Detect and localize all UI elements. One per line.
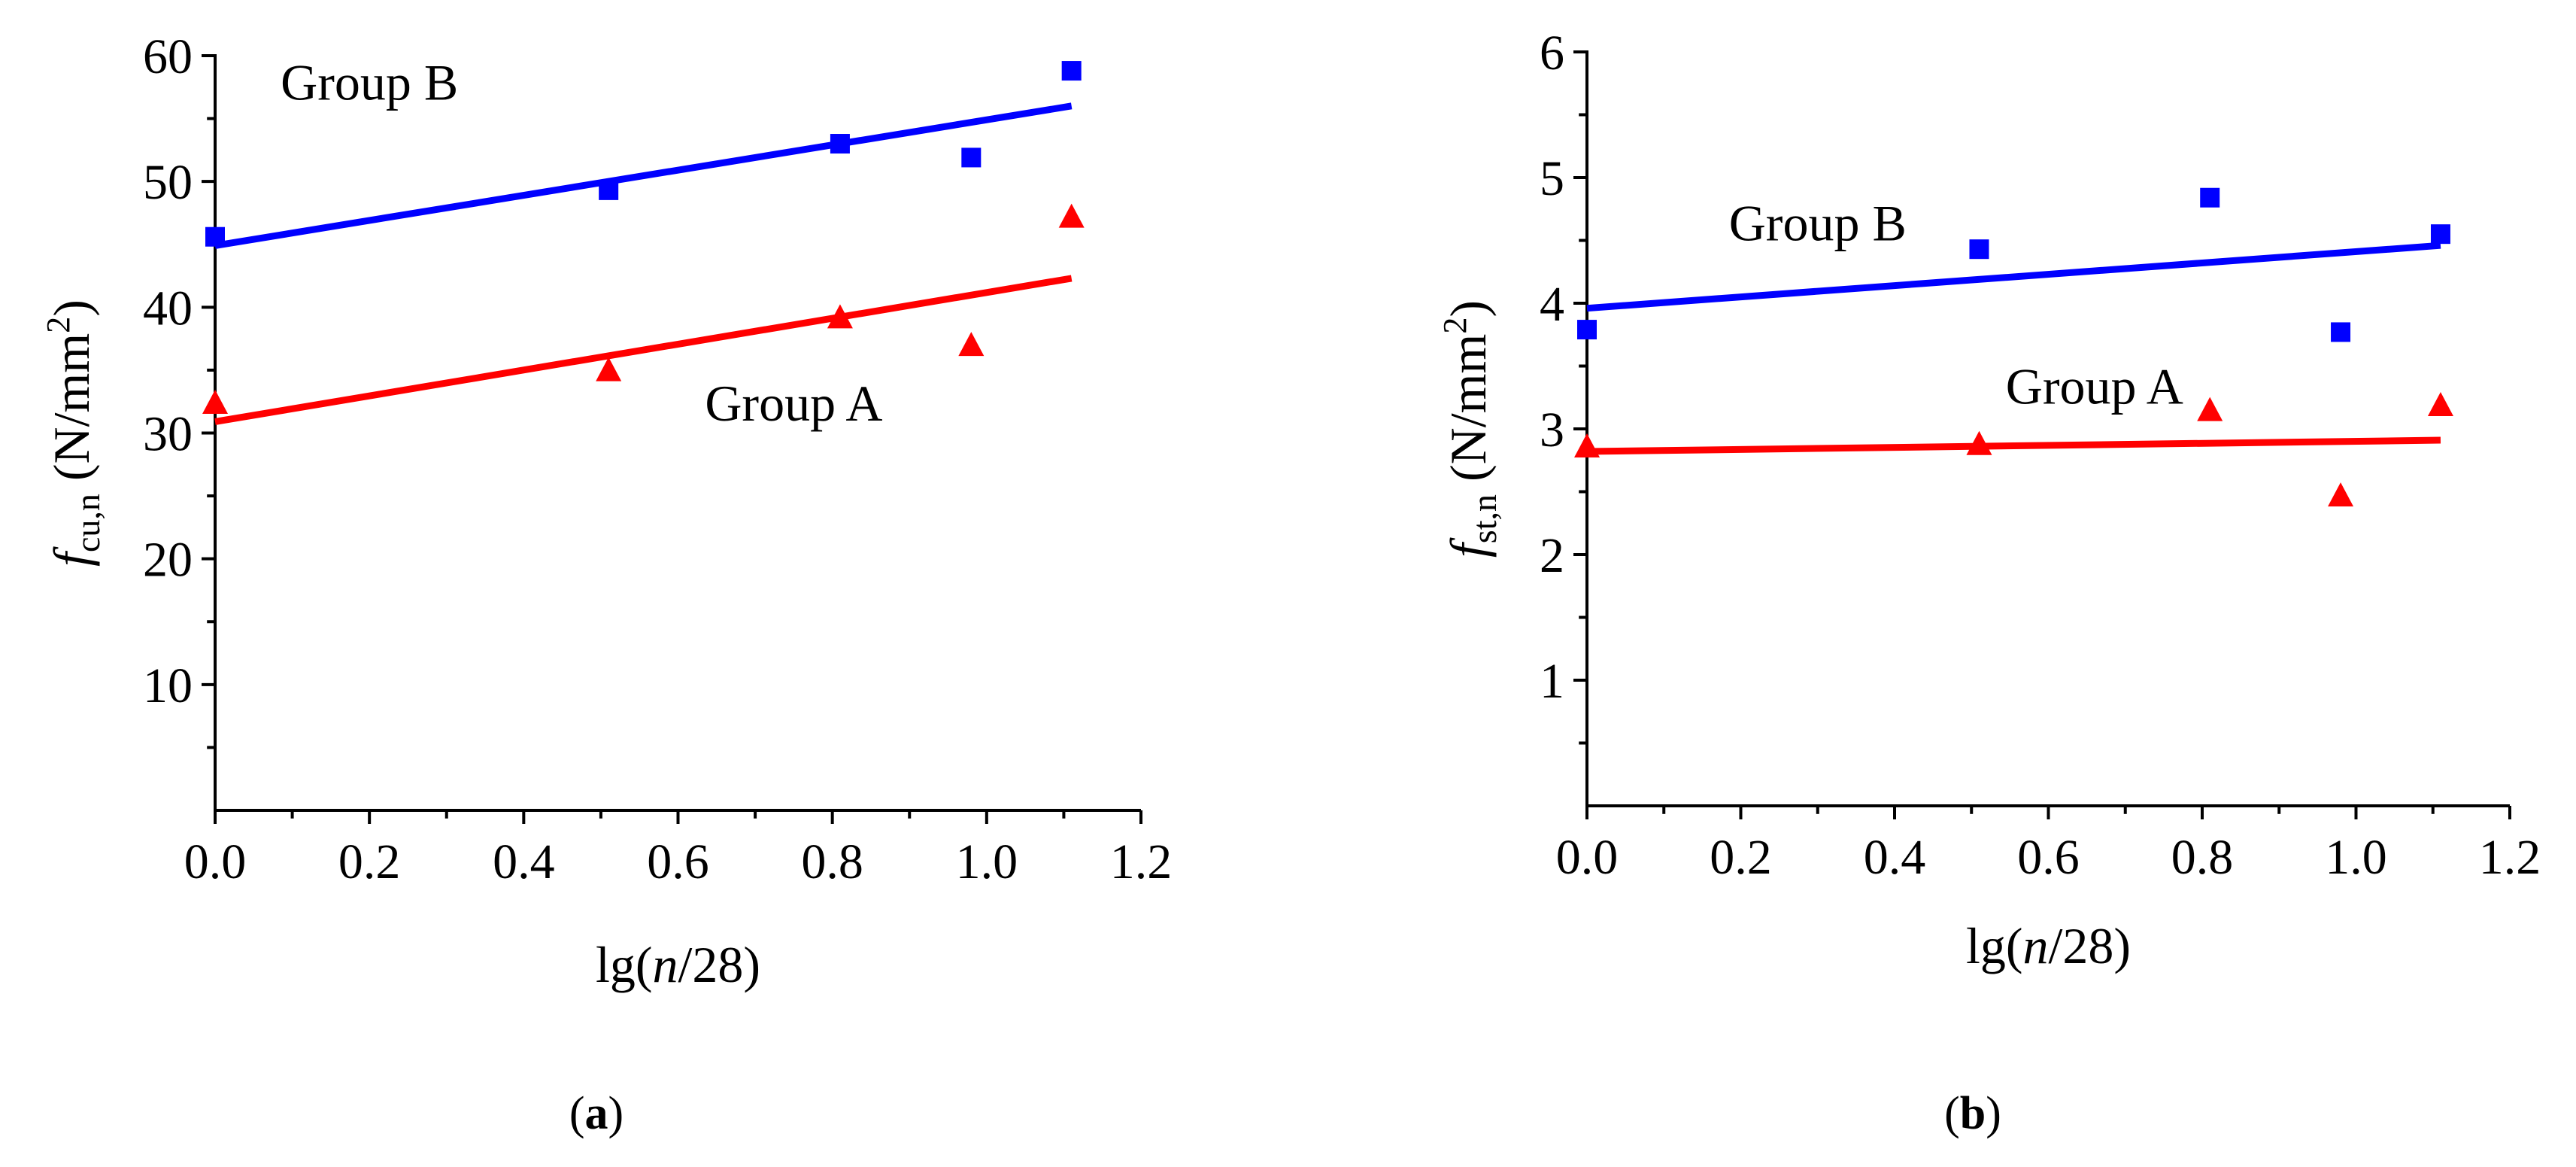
y-axis-title-text-b: fst,n (N/mm2) [1437, 300, 1503, 558]
x-tick-label-b: 0.4 [1864, 830, 1926, 885]
x-tick-label-b: 0.8 [2171, 830, 2234, 885]
y-tick-label-b: 1 [1540, 654, 1564, 709]
y-axis-title-unit-close: ) [43, 299, 100, 317]
panel-a: 0.0 0.2 0.4 0.6 0.8 1.0 1.2 10 20 30 40 50 60 Group B… [40, 29, 1172, 1139]
fit-line-group-b-a [214, 102, 1073, 249]
caption-open-paren: ( [1944, 1088, 1960, 1139]
y-axis-title-subscript: cu,n [68, 494, 107, 552]
caption-close-paren: ) [1986, 1088, 2001, 1139]
y-axis-title-unit: (N/mm [43, 333, 100, 494]
x-axis-title-b: lg(n/28) [1966, 917, 2131, 974]
y-axis-title-subscript: st,n [1465, 494, 1503, 543]
x-tick-label-b: 1.0 [2325, 830, 2387, 885]
data-point-group-a-a [958, 332, 985, 357]
fit-line-group-a-b [1586, 436, 2441, 455]
data-point-group-a-b [1966, 430, 1992, 455]
series-label-group-b-a: Group B [281, 54, 458, 111]
y-tick-label-b: 6 [1540, 26, 1564, 81]
data-point-group-b-b [1969, 239, 1989, 260]
y-tick-label-b: 2 [1540, 528, 1564, 583]
x-axis-title-pre: lg( [1966, 917, 2023, 974]
x-axis-title-variable: n [2023, 917, 2049, 974]
caption-letter: b [1960, 1088, 1986, 1139]
y-tick-label-a: 10 [143, 658, 193, 713]
data-point-group-a-a [1058, 203, 1085, 228]
data-point-group-a-b [1574, 433, 1600, 458]
data-point-group-b-a [961, 147, 982, 168]
data-point-group-b-a [1061, 61, 1082, 81]
y-tick-label-a: 30 [143, 407, 193, 462]
data-point-group-b-a [830, 134, 850, 154]
y-axis-title-unit: (N/mm [1440, 334, 1497, 494]
fit-line-group-a-a [214, 275, 1073, 425]
x-axis-title-variable: n [653, 936, 678, 993]
caption-close-paren: ) [608, 1088, 624, 1139]
data-point-group-b-a [205, 226, 225, 247]
y-tick-label-a: 40 [143, 281, 193, 336]
data-point-group-b-b [2331, 322, 2351, 342]
y-tick-label-b: 4 [1540, 277, 1564, 332]
series-label-group-b-b: Group B [1729, 195, 1907, 252]
panel-caption-a: (a) [569, 1088, 624, 1139]
data-point-group-b-b [2200, 187, 2220, 208]
y-tick-label-b: 3 [1540, 403, 1564, 457]
x-tick-label-a: 0.0 [184, 834, 247, 889]
caption-letter: a [585, 1088, 608, 1139]
x-tick-label-a: 0.8 [801, 834, 863, 889]
data-point-group-b-b [2430, 224, 2450, 245]
x-axis-title-post: /28) [2049, 917, 2131, 974]
y-tick-label-a: 60 [143, 29, 193, 84]
y-tick-label-b: 5 [1540, 151, 1564, 206]
y-axis-title-unit-close: ) [1440, 300, 1497, 318]
data-point-group-b-b [1577, 320, 1597, 340]
x-tick-label-a: 0.4 [493, 834, 555, 889]
x-axis-title-a: lg(n/28) [596, 936, 760, 993]
data-point-group-a-b [2328, 482, 2354, 507]
y-axis-title-a: fcu,n (N/mm2) [40, 299, 107, 567]
x-tick-label-b: 0.6 [2017, 830, 2080, 885]
y-axis-title-superscript: 2 [1437, 318, 1473, 334]
x-axis-title-post: /28) [678, 936, 761, 993]
x-tick-label-b: 0.2 [1710, 830, 1772, 885]
y-axis-title-text-a: fcu,n (N/mm2) [40, 299, 107, 567]
y-axis-title-superscript: 2 [40, 317, 77, 333]
x-tick-label-b: 1.2 [2479, 830, 2541, 885]
data-point-group-a-a [596, 357, 622, 381]
x-tick-label-a: 1.0 [956, 834, 1018, 889]
fit-line-group-b-b [1586, 242, 2441, 312]
data-point-group-a-b [2197, 397, 2223, 421]
x-tick-label-a: 1.2 [1110, 834, 1173, 889]
data-point-group-a-a [202, 390, 228, 415]
panel-b: 0.0 0.2 0.4 0.6 0.8 1.0 1.2 1 2 3 4 5 6 Group B Group … [1437, 26, 2541, 1139]
data-point-group-a-b [2427, 391, 2453, 416]
x-tick-label-a: 0.2 [338, 834, 401, 889]
data-point-group-b-a [599, 180, 619, 200]
x-tick-label-b: 0.0 [1556, 830, 1619, 885]
y-tick-label-a: 20 [143, 533, 193, 588]
series-label-group-a-a: Group A [705, 375, 882, 432]
caption-open-paren: ( [569, 1088, 585, 1139]
series-label-group-a-b: Group A [2006, 358, 2183, 415]
y-axis-title-b: fst,n (N/mm2) [1437, 300, 1503, 558]
x-axis-title-pre: lg( [596, 936, 653, 993]
panel-caption-b: (b) [1944, 1088, 2001, 1139]
x-tick-label-a: 0.6 [647, 834, 709, 889]
y-tick-label-a: 50 [143, 155, 193, 210]
data-point-group-a-a [827, 304, 853, 329]
